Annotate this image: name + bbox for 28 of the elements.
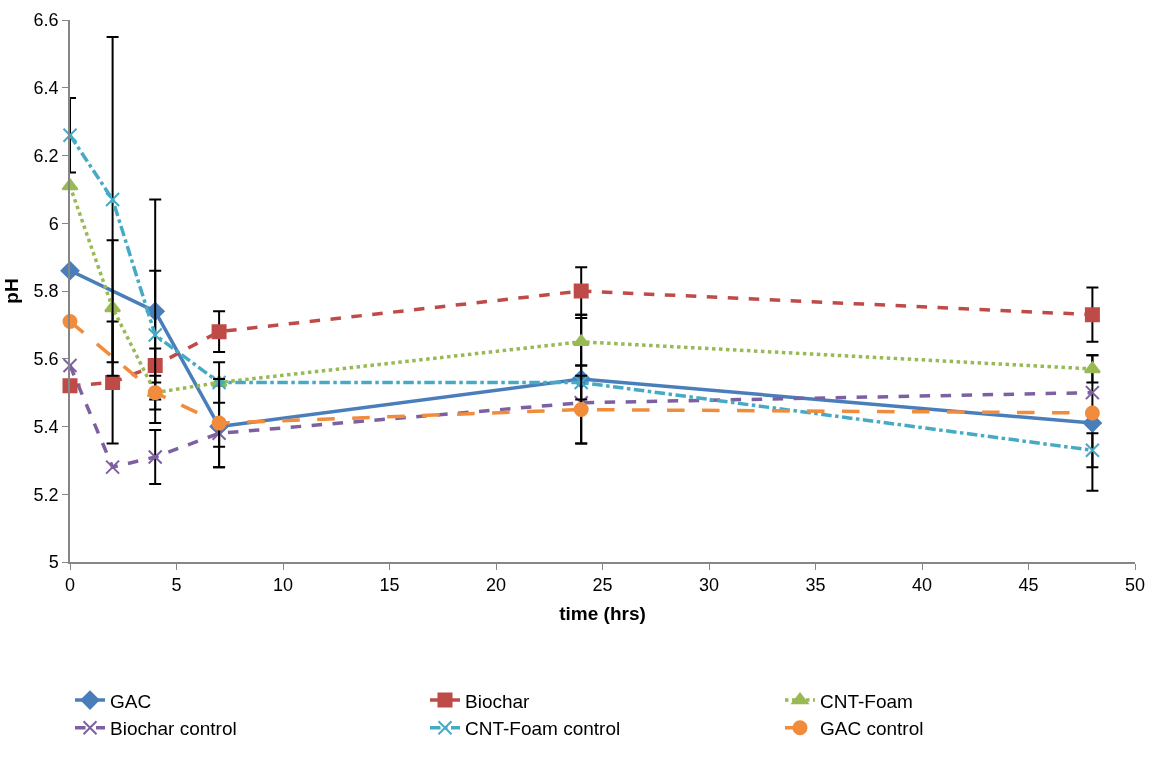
- y-tick-label: 5.2: [33, 484, 59, 505]
- legend-label: GAC control: [820, 718, 924, 740]
- x-tick-label: 25: [592, 575, 613, 596]
- x-axis-title: time (hrs): [559, 602, 646, 624]
- y-tick-label: 6.2: [33, 145, 59, 166]
- y-tick-label: 6.6: [33, 10, 59, 31]
- x-tick-label: 10: [272, 575, 294, 596]
- y-tick-label: 5: [48, 552, 59, 573]
- x-tick-label: 15: [379, 575, 400, 596]
- y-tick-label: 5.6: [33, 349, 59, 370]
- y-tick-label: 6.4: [33, 78, 59, 99]
- legend-label: CNT-Foam control: [465, 718, 621, 740]
- x-tick-label: 40: [911, 575, 933, 596]
- y-axis-title: pH: [0, 278, 22, 304]
- x-tick-label: 45: [1018, 575, 1039, 596]
- x-tick-label: 30: [698, 575, 720, 596]
- legend-label: CNT-Foam: [820, 690, 913, 712]
- x-tick-label: 20: [485, 575, 507, 596]
- x-tick-label: 35: [805, 575, 826, 596]
- x-tick-label: 5: [171, 575, 182, 596]
- legend-label: Biochar control: [110, 718, 237, 740]
- y-tick-label: 6: [48, 213, 59, 234]
- y-tick-label: 5.8: [33, 281, 59, 302]
- legend-label: Biochar: [465, 690, 531, 712]
- x-tick-label: 0: [64, 575, 76, 596]
- x-tick-label: 50: [1124, 575, 1146, 596]
- legend-label: GAC: [110, 690, 152, 712]
- y-tick-label: 5.4: [33, 416, 59, 437]
